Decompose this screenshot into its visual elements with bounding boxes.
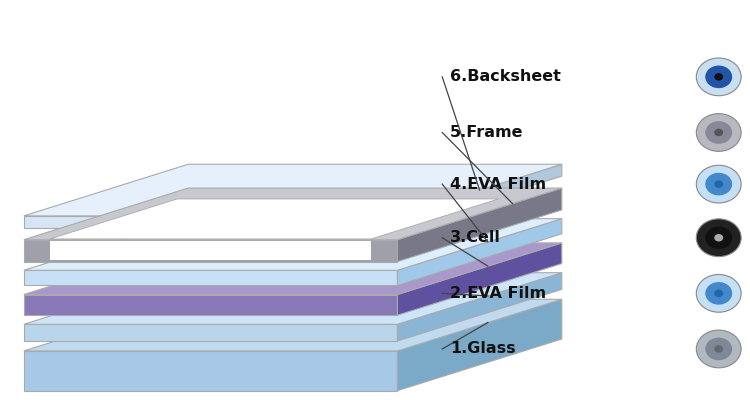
Text: 2.EVA Film: 2.EVA Film — [450, 286, 546, 301]
Ellipse shape — [714, 345, 723, 353]
Polygon shape — [24, 270, 398, 286]
Ellipse shape — [705, 173, 732, 196]
Polygon shape — [24, 273, 562, 324]
Ellipse shape — [714, 73, 723, 81]
Polygon shape — [24, 351, 398, 391]
Polygon shape — [24, 188, 562, 240]
Polygon shape — [398, 219, 562, 286]
Polygon shape — [50, 199, 499, 239]
Polygon shape — [24, 219, 562, 270]
Polygon shape — [398, 243, 562, 315]
Text: 6.Backsheet: 6.Backsheet — [450, 69, 560, 84]
Ellipse shape — [714, 234, 723, 242]
Ellipse shape — [714, 290, 723, 297]
Ellipse shape — [705, 226, 732, 249]
Polygon shape — [24, 324, 398, 341]
Text: 4.EVA Film: 4.EVA Film — [450, 177, 546, 192]
Polygon shape — [398, 273, 562, 341]
Polygon shape — [24, 164, 562, 216]
Text: 3.Cell: 3.Cell — [450, 230, 500, 245]
Text: 5.Frame: 5.Frame — [450, 125, 524, 140]
Ellipse shape — [714, 180, 723, 188]
Polygon shape — [50, 241, 371, 260]
Ellipse shape — [705, 338, 732, 360]
Ellipse shape — [705, 121, 732, 144]
Ellipse shape — [696, 219, 741, 257]
Polygon shape — [24, 294, 398, 315]
Ellipse shape — [696, 58, 741, 96]
Polygon shape — [398, 164, 562, 228]
Ellipse shape — [696, 330, 741, 368]
Ellipse shape — [705, 66, 732, 88]
Ellipse shape — [714, 129, 723, 136]
Polygon shape — [24, 299, 562, 351]
Ellipse shape — [696, 274, 741, 312]
Ellipse shape — [705, 282, 732, 305]
Ellipse shape — [696, 114, 741, 151]
Polygon shape — [398, 299, 562, 391]
Text: 1.Glass: 1.Glass — [450, 342, 515, 356]
Polygon shape — [24, 243, 562, 294]
Polygon shape — [24, 216, 398, 228]
Polygon shape — [24, 240, 398, 262]
Polygon shape — [398, 188, 562, 262]
Ellipse shape — [696, 165, 741, 203]
